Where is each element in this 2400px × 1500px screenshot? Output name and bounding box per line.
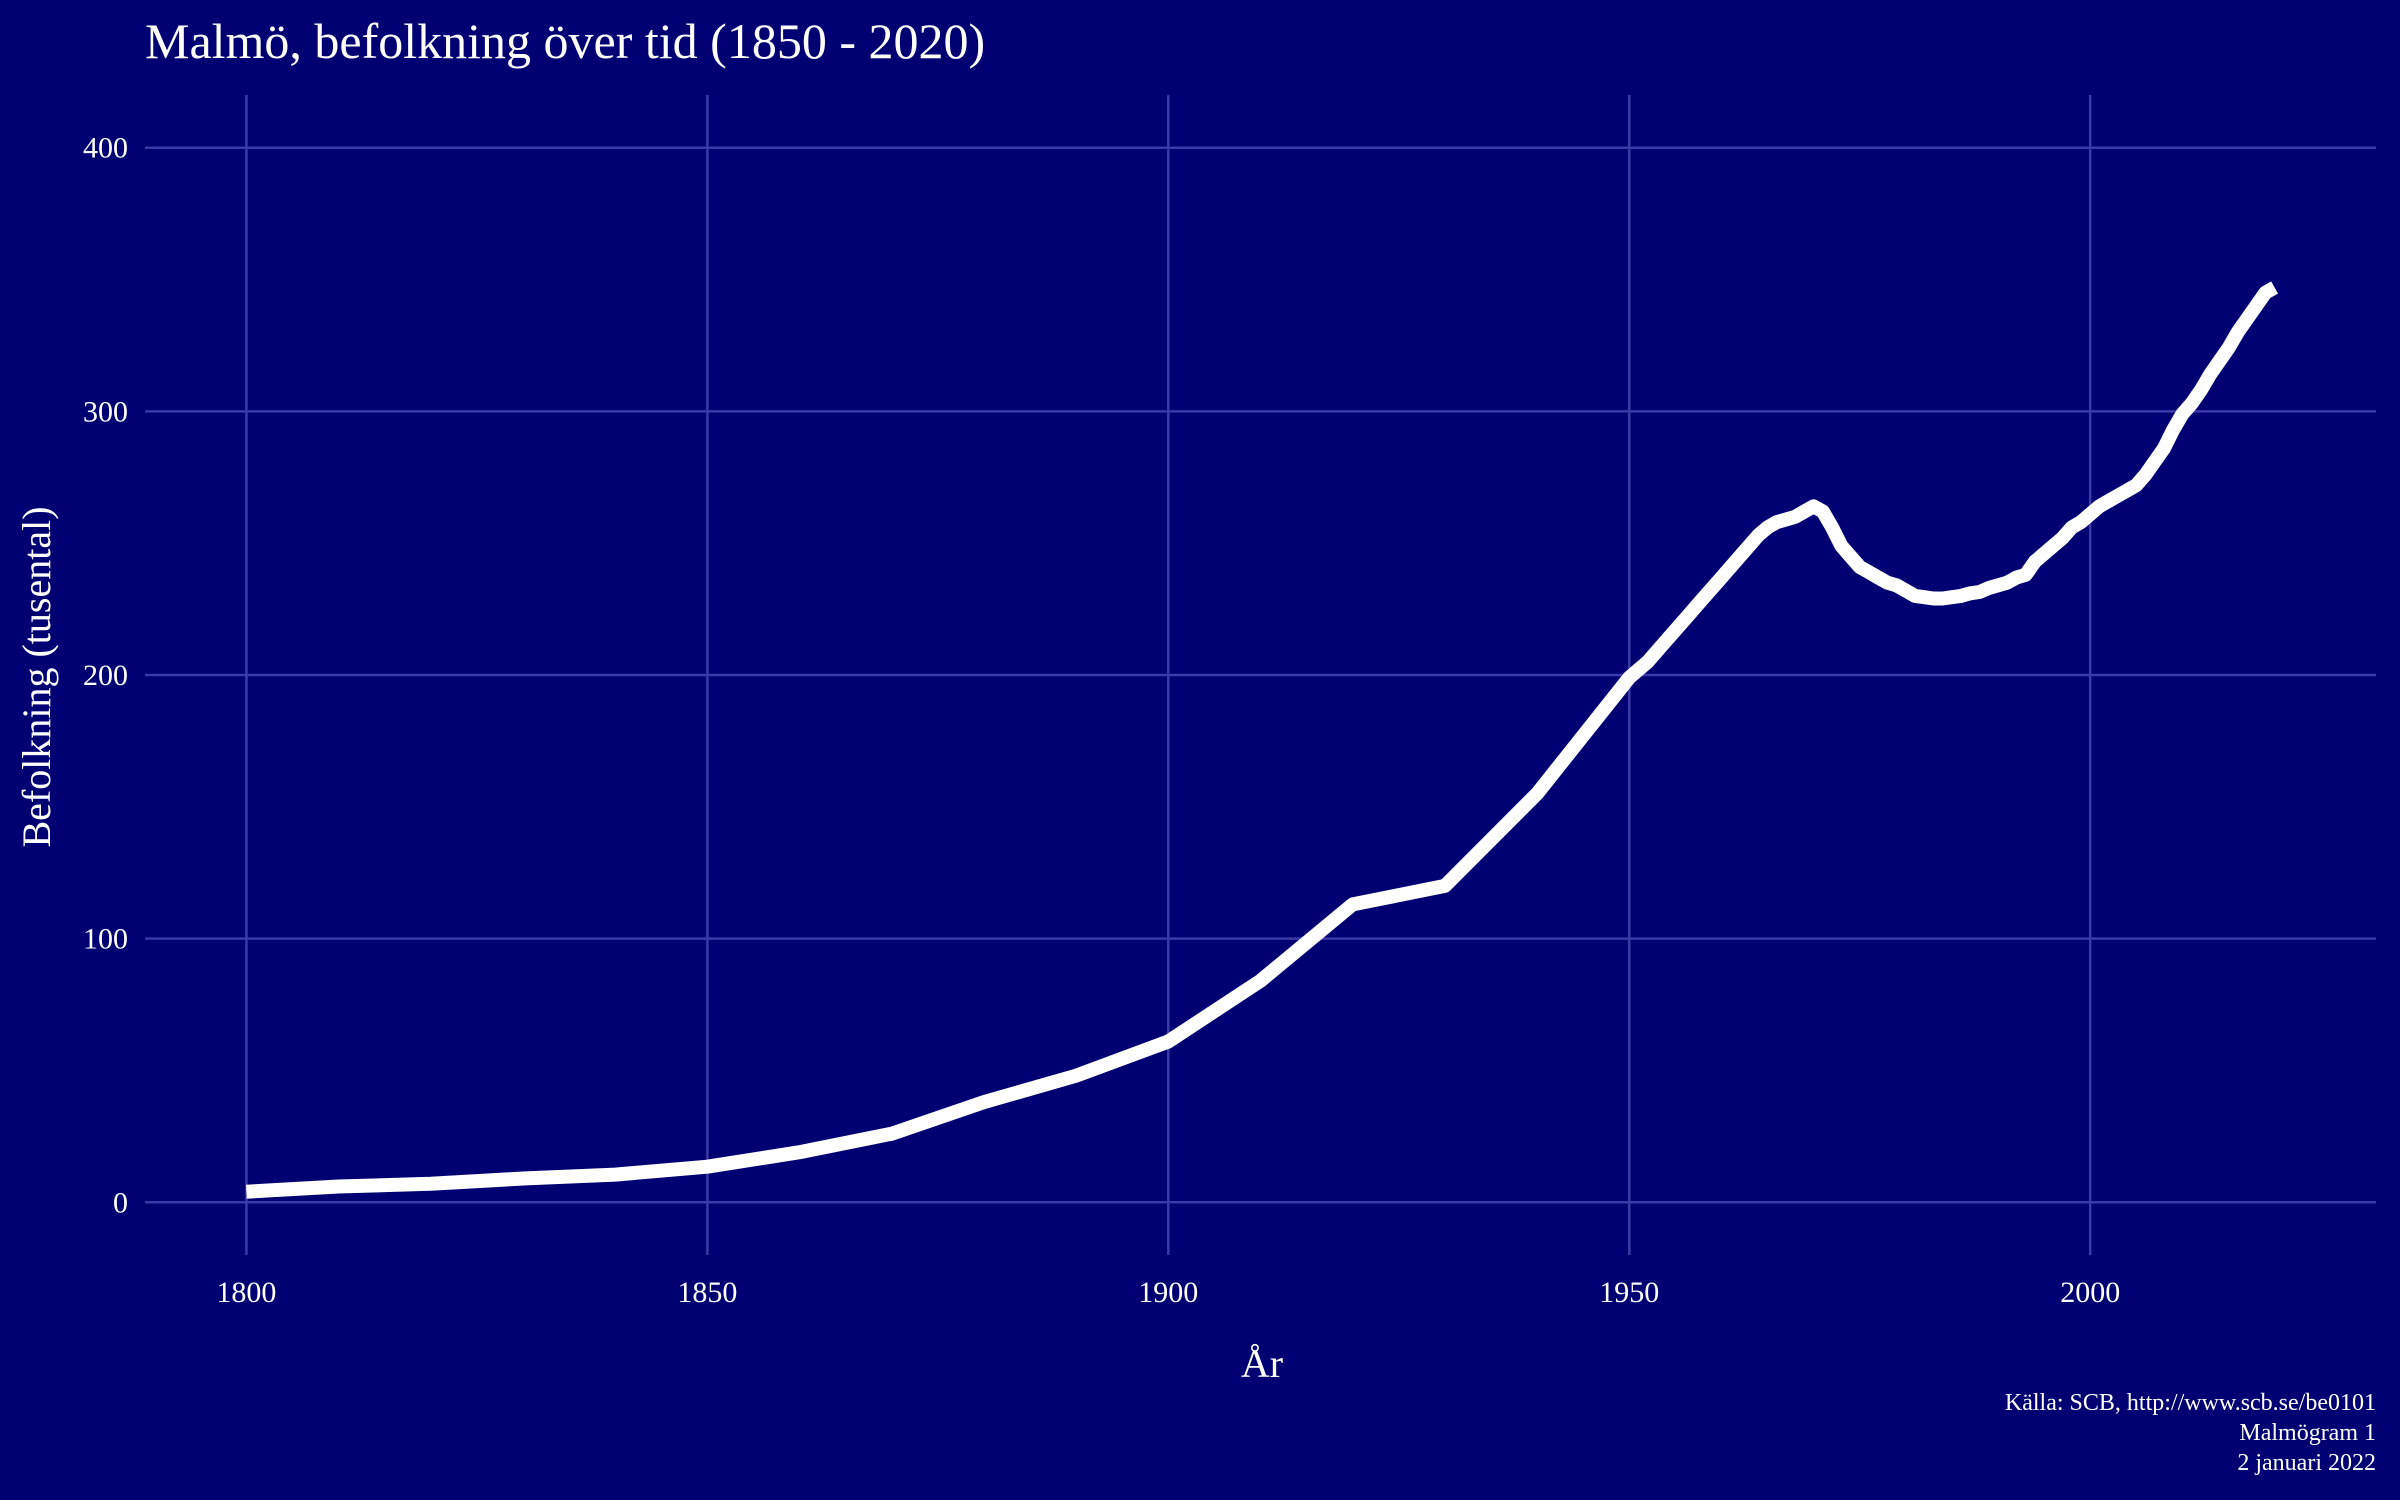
population-series-line — [246, 281, 2279, 1199]
caption-source: Källa: SCB, http://www.scb.se/be0101 — [2005, 1390, 2376, 1416]
x-tick-label-1800: 1800 — [216, 1276, 276, 1309]
chart-title: Malmö, befolkning över tid (1850 - 2020) — [145, 13, 985, 69]
grid-lines — [145, 95, 2376, 1255]
x-tick-label-1950: 1950 — [1599, 1276, 1659, 1309]
y-axis-tick-labels: 0 100 200 300 400 — [83, 132, 128, 1220]
y-tick-label-0: 0 — [113, 1186, 128, 1219]
x-axis-tick-labels: 1800 1850 1900 1950 2000 — [216, 1276, 2120, 1309]
caption-date: 2 januari 2022 — [2237, 1450, 2376, 1476]
y-axis-title: Befolkning (tusental) — [14, 506, 59, 847]
y-tick-label-400: 400 — [83, 132, 128, 165]
y-tick-label-100: 100 — [83, 923, 128, 956]
caption-series-name: Malmögram 1 — [2239, 1420, 2376, 1446]
x-tick-label-2000: 2000 — [2060, 1276, 2120, 1309]
series-layer — [246, 281, 2279, 1199]
y-tick-label-300: 300 — [83, 395, 128, 428]
y-tick-label-200: 200 — [83, 659, 128, 692]
x-tick-label-1850: 1850 — [677, 1276, 737, 1309]
x-axis-title: År — [1241, 1341, 1283, 1386]
x-tick-label-1900: 1900 — [1138, 1276, 1198, 1309]
